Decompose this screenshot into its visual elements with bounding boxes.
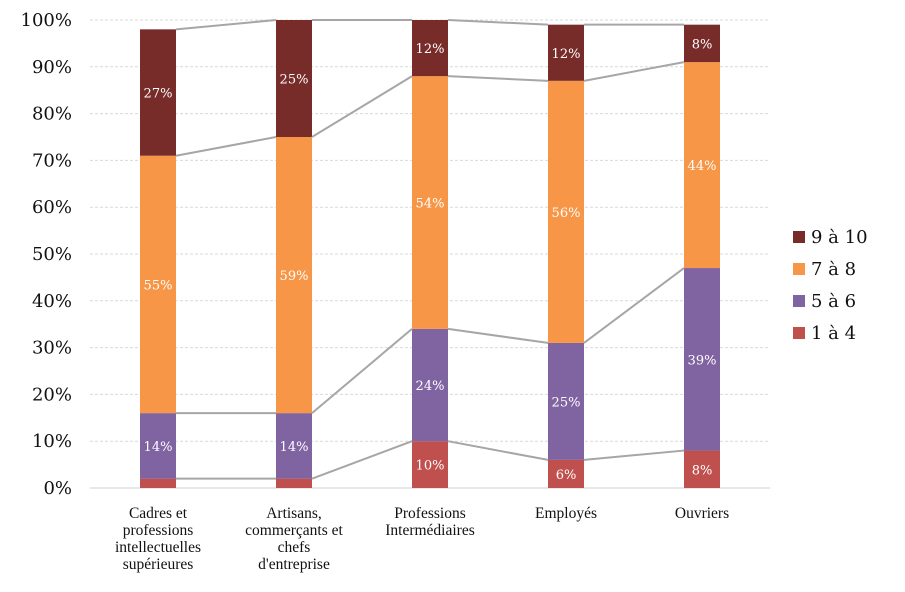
x-category-label: supérieures <box>123 556 194 573</box>
legend-label: 9 à 10 <box>811 227 868 248</box>
x-category-label: Ouvriers <box>675 505 729 522</box>
bar-segment <box>548 459 584 488</box>
bar-segment <box>140 155 176 414</box>
data-label: 25% <box>552 395 581 410</box>
y-tick-label: 50% <box>32 244 72 265</box>
y-tick-label: 30% <box>32 338 72 359</box>
series-connector-line <box>175 136 277 157</box>
y-tick-label: 70% <box>32 150 72 171</box>
bar-segment <box>548 342 584 460</box>
series-connector-line <box>447 75 549 82</box>
bars <box>140 20 720 488</box>
data-label: 54% <box>416 197 445 212</box>
data-label: 8% <box>692 37 713 52</box>
data-label: 14% <box>280 440 309 455</box>
x-category-label: chefs <box>278 539 311 556</box>
series-connector-line <box>447 19 549 26</box>
data-label: 56% <box>552 206 581 221</box>
bar-segment <box>684 24 720 63</box>
x-category-label: intellectuelles <box>115 539 201 556</box>
data-label: 10% <box>416 459 445 474</box>
x-category-label: Employés <box>535 505 597 522</box>
bar-segment <box>412 76 448 329</box>
bar-segment <box>276 20 312 137</box>
data-labels: 14% 55% 27% 14% 59% 25% 10% 24% 54% 12% 6% 25% 56% 12… <box>144 37 717 483</box>
data-label: 25% <box>280 73 309 88</box>
y-tick-label: 40% <box>32 291 72 312</box>
y-tick-label: 0% <box>43 478 72 499</box>
data-label: 14% <box>144 440 173 455</box>
bar-segment <box>684 450 720 488</box>
bar-segment <box>412 328 448 442</box>
legend: 9 à 10 7 à 8 5 à 6 1 à 4 <box>793 227 868 344</box>
x-category-label: Cadres et <box>129 505 188 522</box>
series-connector-line <box>175 19 277 31</box>
series-connector-line <box>311 440 413 480</box>
series-connector-line <box>447 440 549 461</box>
data-label: 27% <box>144 87 173 102</box>
series-connector-line <box>583 61 685 82</box>
x-category-label: d'entreprise <box>258 556 330 573</box>
series-connector-line <box>583 267 685 344</box>
data-label: 6% <box>556 468 577 483</box>
data-label: 59% <box>280 269 309 284</box>
series-lines <box>175 19 685 480</box>
bar-segment <box>684 268 720 451</box>
data-label: 39% <box>688 353 717 368</box>
bar-segment <box>548 80 584 343</box>
legend-swatch <box>793 231 805 243</box>
legend-label: 1 à 4 <box>811 323 856 344</box>
x-axis-categories: Cadres etprofessionsintellectuellessupér… <box>115 505 729 573</box>
x-category-label: professions <box>123 522 194 539</box>
bar-segment <box>412 20 448 77</box>
series-connector-line <box>583 449 685 461</box>
legend-swatch <box>793 295 805 307</box>
y-tick-label: 20% <box>32 384 72 405</box>
x-category-label: Intermédiaires <box>385 522 475 539</box>
bar-segment <box>548 24 584 81</box>
bar-segment <box>140 413 176 479</box>
legend-label: 5 à 6 <box>811 291 856 312</box>
x-category-label: Artisans, <box>266 505 322 522</box>
bar-segment <box>684 62 720 269</box>
y-tick-label: 90% <box>32 57 72 78</box>
series-connector-line <box>447 327 549 344</box>
legend-label: 7 à 8 <box>811 259 856 280</box>
data-label: 12% <box>416 42 445 57</box>
data-label: 8% <box>692 463 713 478</box>
bar-segment <box>276 413 312 479</box>
data-label: 44% <box>688 159 717 174</box>
x-category-label: commerçants et <box>245 522 343 539</box>
bar-segment <box>140 478 176 488</box>
y-axis-ticks: 0% 10% 20% 30% 40% 50% 60% 70% 80% 90% 100% <box>21 10 72 499</box>
y-tick-label: 80% <box>32 104 72 125</box>
y-tick-label: 60% <box>32 197 72 218</box>
series-connector-line <box>311 328 413 414</box>
y-tick-label: 100% <box>21 10 72 31</box>
x-category-label: Professions <box>394 505 465 522</box>
legend-swatch <box>793 327 805 339</box>
data-label: 55% <box>144 278 173 293</box>
series-connector-line <box>311 75 413 138</box>
y-tick-label: 10% <box>32 431 72 452</box>
bar-segment <box>276 137 312 414</box>
legend-swatch <box>793 263 805 275</box>
bar-segment <box>276 478 312 488</box>
bar-segment <box>140 29 176 156</box>
data-label: 12% <box>552 47 581 62</box>
data-label: 24% <box>416 379 445 394</box>
bar-segment <box>412 441 448 488</box>
